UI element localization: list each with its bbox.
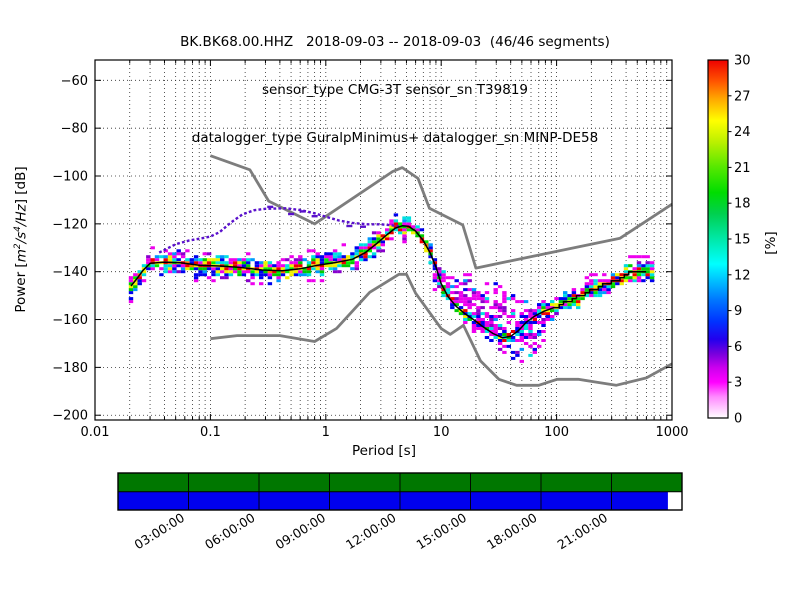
x-tick-label: 1 [322,425,330,440]
y-tick-label: −180 [52,361,88,376]
outlier-psd-line [158,207,400,254]
timeline-tick-label: 18:00:00 [484,510,540,552]
colorbar-tick-label: 3 [734,376,742,391]
title-line-2: sensor_type CMG-3T sensor_sn T39819 [261,82,529,98]
timeline-tick-label: 03:00:00 [132,510,188,552]
outlier-dash [267,205,274,209]
colorbar-tick-label: 0 [734,412,742,427]
x-tick-label: 0.1 [200,425,221,440]
colorbar-tick-label: 24 [734,125,751,140]
y-tick-label: −200 [52,409,88,424]
x-tick-label: 100 [544,425,569,440]
colorbar-tick-label: 27 [734,89,751,104]
y-axis-label: Power [m2/s4/Hz] [dB] [12,166,30,313]
outlier-dash [299,210,306,213]
y-tick-label: −100 [52,170,88,185]
colorbar-tick-label: 6 [734,340,742,355]
outlier-dash [346,224,353,228]
axis-ticks [94,60,732,420]
colorbar-label: [%] [763,231,779,255]
timeline-tick-label: 09:00:00 [273,510,329,552]
median-line [130,225,647,339]
colorbar-tick-label: 12 [734,268,751,283]
noise-model-lines [209,154,673,387]
y-tick-label: −120 [52,217,88,232]
nhnm-line [209,154,673,270]
coverage-bar-bottom [118,491,668,510]
y-tick-label: −60 [61,74,88,89]
x-tick-label: 1000 [655,425,688,440]
title-line-3: datalogger_type GuralpMinimus+ datalogge… [191,130,599,146]
plot-frame [94,59,673,421]
timeline-tick-label: 15:00:00 [414,510,470,552]
x-tick-label: 10 [433,425,450,440]
y-tick-label: −80 [61,122,88,137]
gridlines [95,60,672,420]
timeline-tick-label: 12:00:00 [343,510,399,552]
colorbar-tick-label: 15 [734,233,751,248]
colorbar [707,59,729,419]
colorbar-tick-label: 18 [734,197,751,212]
y-tick-label: −160 [52,313,88,328]
colorbar-tick-label: 9 [734,304,742,319]
timeline-tick-label: 06:00:00 [202,510,258,552]
outlier-dash [359,225,366,228]
x-tick-label: 0.01 [81,425,110,440]
coverage-timeline: 03:00:00 06:00:00 09:00:00 12:00:00 15:00:00… [117,472,683,552]
nlnm-line [210,272,673,387]
histogram-cells [128,213,655,363]
title-line-1: BK.BK68.00.HHZ 2018-09-03 -- 2018-09-03 … [180,34,610,50]
timeline-frame [117,472,683,511]
colorbar-tick-label: 21 [734,161,751,176]
x-axis-label: Period [s] [352,443,416,459]
timeline-tick-label: 21:00:00 [555,510,611,552]
figure-title: BK.BK68.00.HHZ 2018-09-03 -- 2018-09-03 … [0,2,790,178]
tick-labels: 0.01 0.1 1 10 100 1000 −60 −80 −100 −120 −140 −160 −… [52,54,750,441]
y-tick-label: −140 [52,265,88,280]
outlier-dash [311,214,318,218]
outlier-dash [288,212,295,216]
colorbar-tick-label: 30 [734,54,751,69]
